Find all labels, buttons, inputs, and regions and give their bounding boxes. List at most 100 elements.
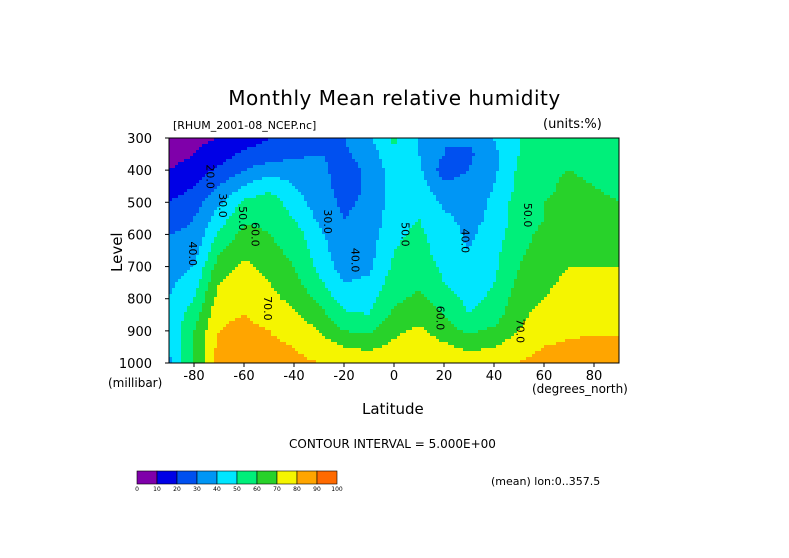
heatmap-cell [310,201,314,205]
heatmap-cell [340,219,344,223]
heatmap-cell [505,177,509,181]
heatmap-cell [457,183,461,187]
heatmap-cell [487,168,491,172]
heatmap-cell [301,159,305,163]
heatmap-cell [511,210,515,214]
heatmap-cell [526,219,530,223]
heatmap-cell [220,171,224,175]
heatmap-cell [454,159,458,163]
heatmap-cell [310,168,314,172]
heatmap-cell [253,183,257,187]
heatmap-cell [346,168,350,172]
heatmap-cell [364,186,368,190]
heatmap-cell [292,189,296,193]
heatmap-cell [481,156,485,160]
heatmap-cell [226,207,230,211]
heatmap-cell [253,156,257,160]
heatmap-cell [259,138,263,142]
heatmap-cell [481,162,485,166]
heatmap-cell [214,237,218,241]
heatmap-cell [580,216,584,220]
heatmap-cell [172,180,176,184]
heatmap-cell [577,207,581,211]
heatmap-cell [325,201,329,205]
heatmap-cell [169,159,173,163]
heatmap-cell [523,222,527,226]
heatmap-cell [568,204,572,208]
heatmap-cell [421,174,425,178]
heatmap-cell [334,186,338,190]
heatmap-cell [382,225,386,229]
heatmap-cell [337,162,341,166]
heatmap-cell [394,141,398,145]
heatmap-cell [556,174,560,178]
heatmap-cell [415,216,419,220]
heatmap-cell [235,231,239,235]
heatmap-cell [451,231,455,235]
heatmap-cell [184,141,188,145]
heatmap-cell [346,231,350,235]
heatmap-cell [550,231,554,235]
heatmap-cell [388,225,392,229]
heatmap-cell [403,183,407,187]
heatmap-cell [220,174,224,178]
heatmap-cell [556,165,560,169]
heatmap-cell [352,201,356,205]
heatmap-cell [340,156,344,160]
heatmap-cell [520,147,524,151]
heatmap-cell [409,228,413,232]
heatmap-cell [442,171,446,175]
heatmap-cell [568,156,572,160]
heatmap-cell [475,159,479,163]
heatmap-cell [259,165,263,169]
heatmap-cell [367,159,371,163]
heatmap-cell [202,204,206,208]
heatmap-cell [499,183,503,187]
heatmap-cell [445,213,449,217]
heatmap-cell [613,189,617,193]
heatmap-cell [199,156,203,160]
heatmap-cell [409,201,413,205]
heatmap-cell [379,159,383,163]
heatmap-cell [313,201,317,205]
heatmap-cell [172,219,176,223]
heatmap-cell [169,153,173,157]
heatmap-cell [262,180,266,184]
heatmap-cell [214,231,218,235]
heatmap-cell [517,153,521,157]
heatmap-cell [190,204,194,208]
heatmap-cell [169,225,173,229]
heatmap-cell [502,141,506,145]
heatmap-cell [457,168,461,172]
heatmap-cell [223,180,227,184]
heatmap-cell [253,228,257,232]
heatmap-cell [541,234,545,238]
heatmap-cell [334,147,338,151]
heatmap-cell [346,207,350,211]
heatmap-cell [334,165,338,169]
heatmap-cell [253,219,257,223]
heatmap-cell [370,147,374,151]
heatmap-cell [460,234,464,238]
heatmap-cell [490,192,494,196]
heatmap-cell [472,231,476,235]
heatmap-cell [385,138,389,142]
heatmap-cell [316,153,320,157]
heatmap-cell [547,186,551,190]
heatmap-cell [370,207,374,211]
heatmap-cell [544,141,548,145]
heatmap-cell [508,168,512,172]
heatmap-cell [460,216,464,220]
heatmap-cell [304,168,308,172]
heatmap-cell [550,153,554,157]
heatmap-cell [400,192,404,196]
heatmap-cell [562,156,566,160]
heatmap-cell [559,219,563,223]
heatmap-cell [337,141,341,145]
heatmap-cell [418,180,422,184]
heatmap-cell [304,171,308,175]
heatmap-cell [370,183,374,187]
heatmap-cell [226,162,230,166]
heatmap-cell [307,171,311,175]
heatmap-cell [226,195,230,199]
